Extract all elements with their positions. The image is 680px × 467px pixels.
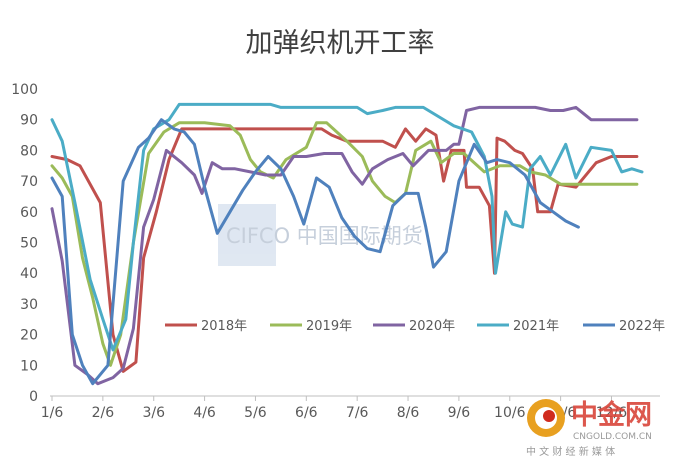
x-tick-label: 8/6 xyxy=(397,405,420,421)
y-tick-label: 20 xyxy=(20,328,38,344)
y-tick-label: 100 xyxy=(11,82,38,98)
brand-watermark: 中金网 CNGOLD.COM.CN 中 文 财 经 新 媒 体 xyxy=(526,399,652,458)
series-lines xyxy=(50,102,644,386)
x-tick-label: 1/6 xyxy=(41,405,64,421)
series-line-2019年 xyxy=(50,121,639,367)
brand-name: 中金网 xyxy=(571,399,652,431)
y-tick-label: 80 xyxy=(20,143,38,159)
cngold-logo-core xyxy=(543,410,555,422)
x-tick-label: 5/6 xyxy=(244,405,267,421)
chart-title: 加弹织机开工率 xyxy=(246,28,435,59)
cifco-watermark-text: CIFCO 中国国际期货 xyxy=(226,224,423,248)
y-tick-label: 70 xyxy=(20,174,38,190)
x-tick-label: 2/6 xyxy=(92,405,115,421)
series-line-2022年 xyxy=(50,118,580,386)
y-tick-label: 40 xyxy=(20,266,38,282)
series-line-2020年 xyxy=(50,105,639,386)
y-tick-labels: 0 10 20 30 40 50 60 70 80 90 100 xyxy=(11,82,38,405)
x-tick-label: 6/6 xyxy=(295,405,318,421)
legend-label: 2022年 xyxy=(619,319,665,334)
brand-slogan: 中 文 财 经 新 媒 体 xyxy=(526,445,615,458)
y-tick-label: 90 xyxy=(20,113,38,129)
legend-label: 2021年 xyxy=(513,319,559,334)
x-tick-label: 9/6 xyxy=(448,405,471,421)
legend-label: 2019年 xyxy=(306,319,352,334)
x-tick-label: 10/6 xyxy=(494,405,526,421)
series-line-2018年 xyxy=(50,127,639,373)
y-tick-label: 10 xyxy=(20,358,38,374)
y-tick-label: 0 xyxy=(29,389,38,405)
y-tick-label: 30 xyxy=(20,297,38,313)
x-tick-label: 12/6 xyxy=(596,405,628,421)
x-tick-label: 4/6 xyxy=(193,405,216,421)
cifco-watermark: CIFCO 中国国际期货 xyxy=(218,204,423,266)
legend-label: 2018年 xyxy=(201,319,247,334)
x-tick-label: 3/6 xyxy=(142,405,165,421)
series-line-2021年 xyxy=(50,102,644,352)
y-tick-label: 60 xyxy=(20,205,38,221)
legend-label: 2020年 xyxy=(409,319,455,334)
brand-url: CNGOLD.COM.CN xyxy=(573,432,652,442)
x-tick-label: 7/6 xyxy=(346,405,369,421)
y-tick-label: 50 xyxy=(20,236,38,252)
legend: 2018年 2019年 2020年 2021年 2022年 xyxy=(165,319,665,334)
